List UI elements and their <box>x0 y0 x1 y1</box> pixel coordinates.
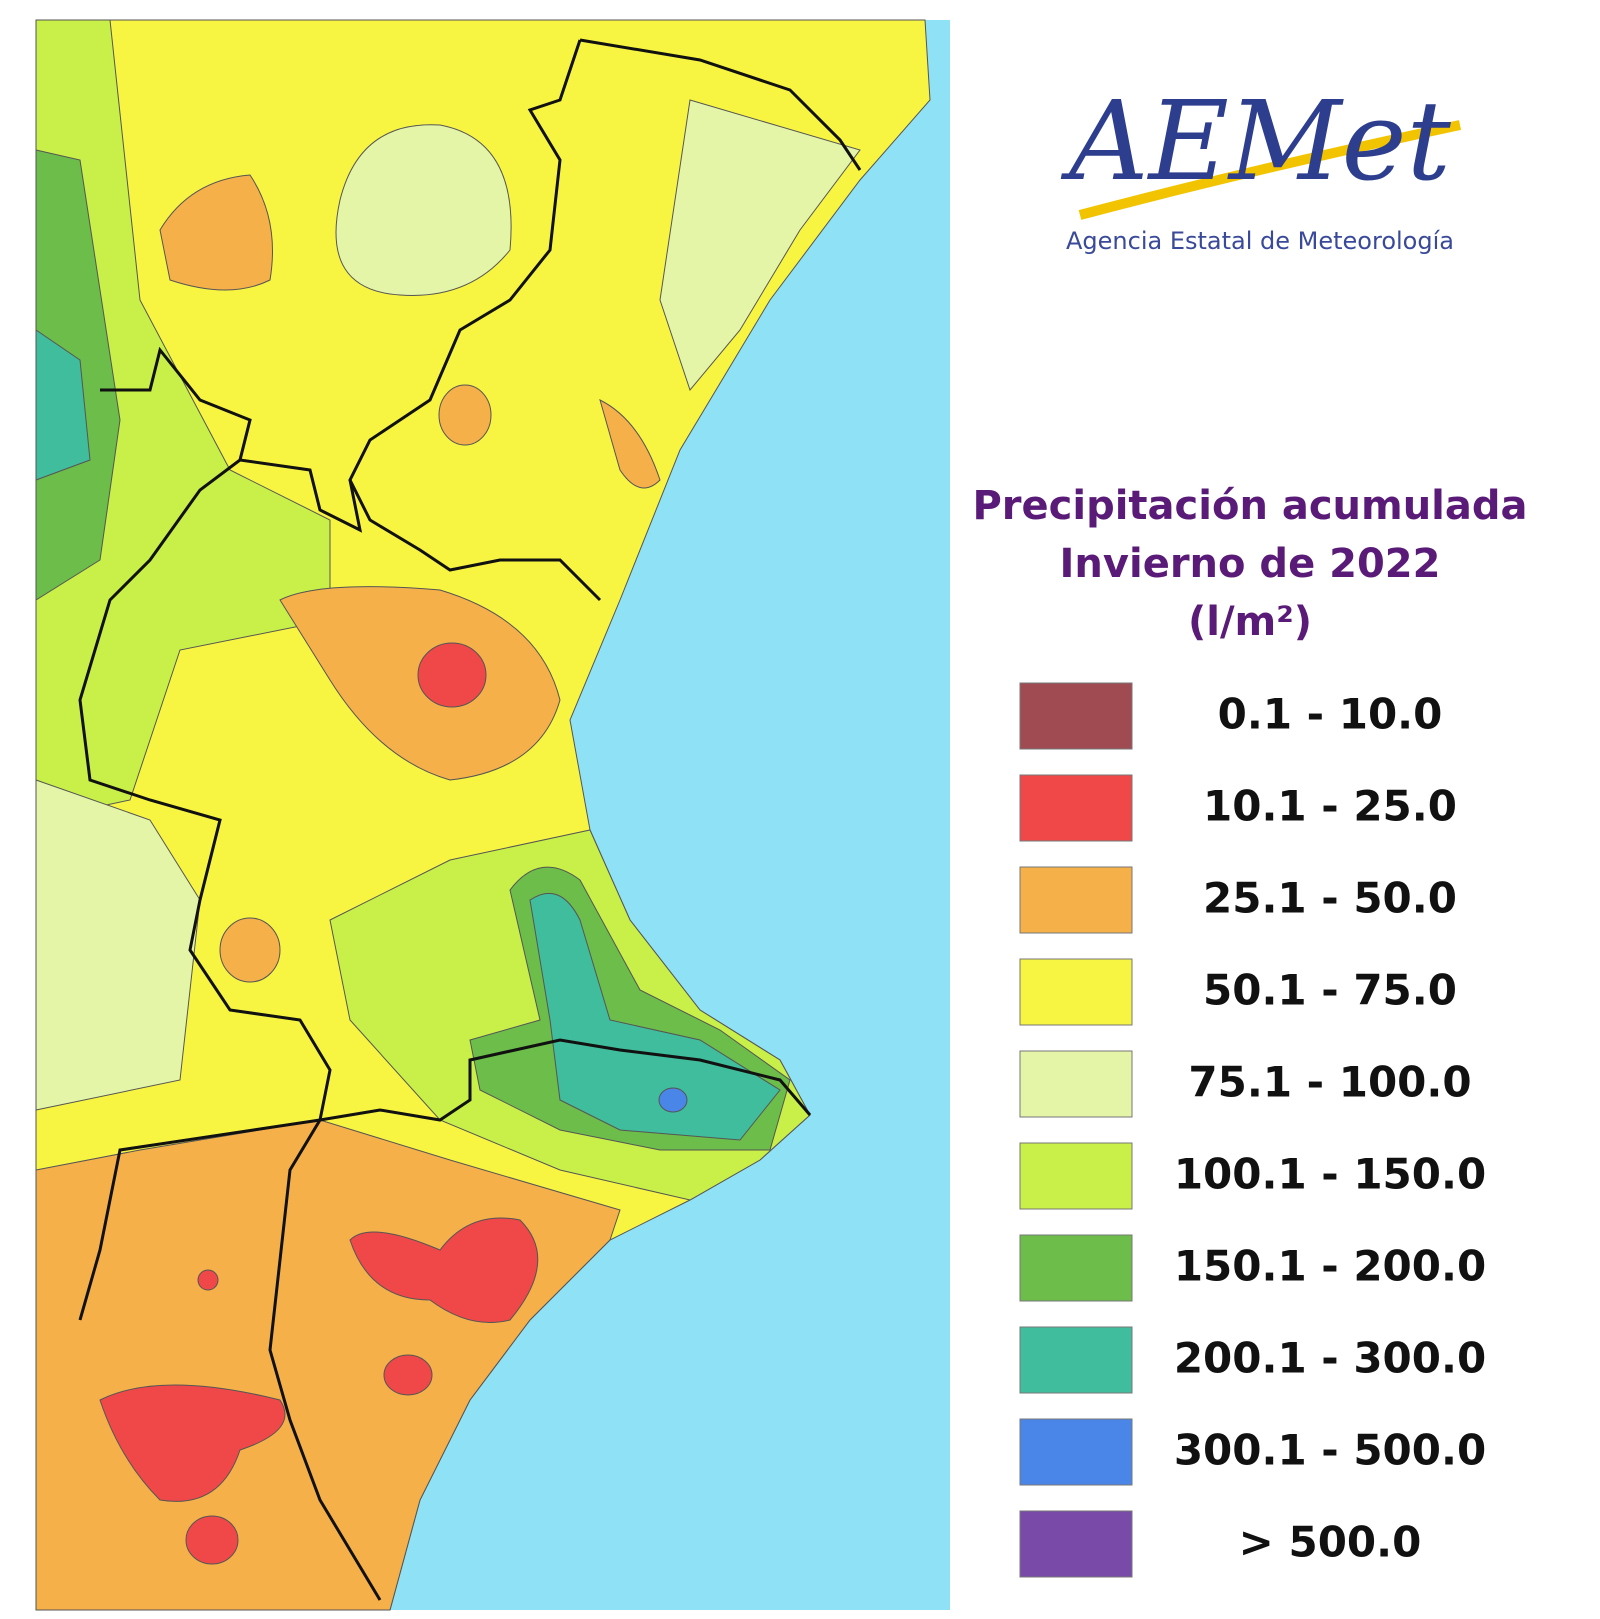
legend-label: 100.1 - 150.0 <box>1174 1150 1486 1199</box>
logo: AEMet Agencia Estatal de Meteorología <box>1060 77 1462 255</box>
logo-name: AEMet <box>1060 77 1451 205</box>
legend-title: (l/m²) <box>1188 599 1312 645</box>
legend-label: 200.1 - 300.0 <box>1174 1334 1486 1383</box>
legend-label: 75.1 - 100.0 <box>1188 1058 1471 1107</box>
legend-swatch <box>1019 1510 1133 1578</box>
legend-label: 10.1 - 25.0 <box>1203 782 1457 831</box>
legend-swatch <box>1019 774 1133 842</box>
legend-swatch <box>1019 1142 1133 1210</box>
legend-label: 0.1 - 10.0 <box>1218 690 1443 739</box>
legend-swatch <box>1019 1050 1133 1118</box>
legend-swatch <box>1019 1234 1133 1302</box>
legend-label: 300.1 - 500.0 <box>1174 1426 1486 1475</box>
legend-label: 150.1 - 200.0 <box>1174 1242 1486 1291</box>
legend-label: 50.1 - 75.0 <box>1203 966 1457 1015</box>
legend-swatch <box>1019 682 1133 750</box>
province-borders <box>78 38 862 1601</box>
legend-title: Precipitación acumulada <box>972 483 1527 529</box>
legend-label: 25.1 - 50.0 <box>1203 874 1457 923</box>
legend-label: > 500.0 <box>1239 1518 1422 1567</box>
legend-swatch <box>1019 1326 1133 1394</box>
legend-swatch <box>1019 1418 1133 1486</box>
logo-swoosh <box>1078 120 1462 220</box>
legend-title: Invierno de 2022 <box>1060 541 1441 587</box>
precip-zones <box>35 19 931 1611</box>
legend-swatch <box>1019 958 1133 1026</box>
legend: Precipitación acumulada Invierno de 2022 (… <box>972 483 1528 1578</box>
map <box>35 19 950 1611</box>
legend-swatch <box>1019 866 1133 934</box>
logo-subtitle: Agencia Estatal de Meteorología <box>1066 227 1454 255</box>
